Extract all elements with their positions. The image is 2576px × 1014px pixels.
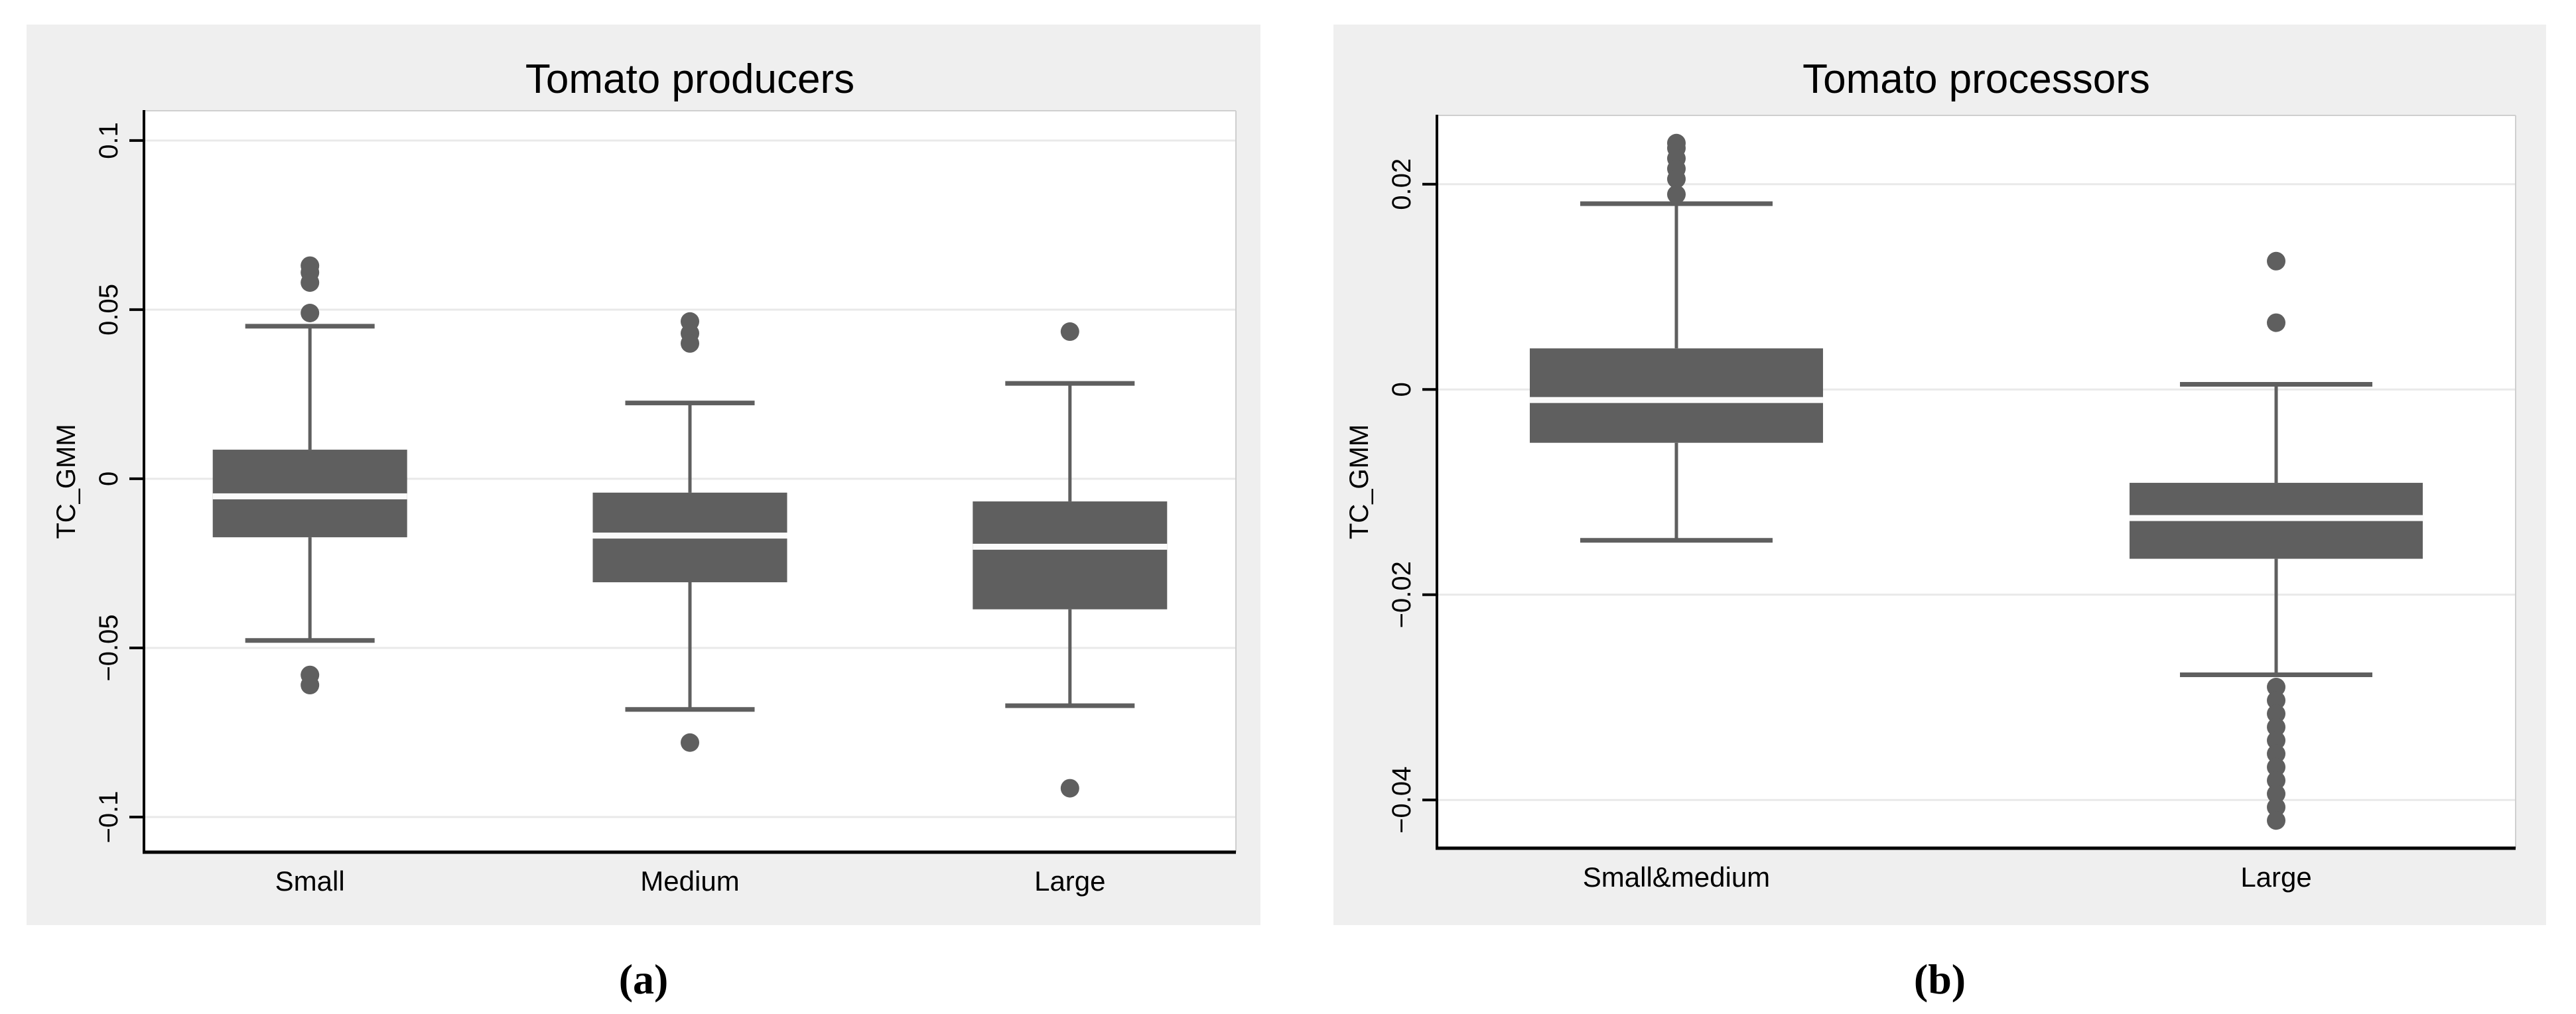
boxplot-producers: 0.1 0.05 0 −0.05 −0.1 TC_GMM Small Medium Large [52,110,1237,897]
y-tick-label: −0.04 [1387,767,1416,834]
category-label: Small&medium [1583,861,1770,893]
outlier-dot [1666,169,1686,188]
caption-b: (b) [1913,956,1966,1003]
boxplot-processors: 0.02 0 −0.02 −0.04 TC_GMM Small&medium Large [1345,115,2516,893]
outlier-dot [2267,784,2286,803]
y-tick-label: 0 [1387,382,1416,397]
median-line [2130,515,2423,521]
panel-tomato-producers: Tomato producers 0.1 0.05 0 −0.05 −0.1 TC_GMM… [27,25,1260,925]
y-tick-label: 0.02 [1387,158,1416,210]
y-tick-label: −0.02 [1387,561,1416,628]
y-tick-label: 0.05 [94,284,123,336]
outlier-dot [681,733,699,752]
caption-a: (a) [618,956,669,1003]
outlier-dot [2267,731,2286,750]
outlier-dot [2267,744,2286,763]
y-axis-label: TC_GMM [52,424,81,539]
outlier-dot [2267,811,2286,830]
chart-title-producers: Tomato producers [525,56,855,102]
y-tick-label: 0 [94,472,123,486]
category-label: Medium [640,865,739,897]
plot-area [1437,115,2516,848]
outlier-dot [1060,779,1079,798]
box-iqr [973,501,1168,609]
outlier-dot [1666,185,1686,204]
chart-title-processors: Tomato processors [1802,56,2150,102]
y-tick-label: −0.1 [94,791,123,843]
outlier-dot [681,334,699,353]
outlier-dot [301,304,320,323]
y-tick-label: −0.05 [94,614,123,681]
outlier-dot [2267,798,2286,817]
outlier-dot [2267,718,2286,737]
outlier-dot [2267,313,2286,332]
outlier-dot [301,676,320,695]
outlier-dot [2267,251,2286,271]
panel-tomato-processors: Tomato processors 0.02 0 −0.02 −0.04 TC_GMM S… [1333,25,2546,925]
outlier-dot [301,273,320,292]
outlier-dot [1060,322,1079,342]
y-tick-label: 0.1 [94,122,123,159]
median-line [212,493,407,499]
y-axis-label: TC_GMM [1345,424,1374,539]
box-iqr [1529,348,1823,443]
category-label: Small [275,865,345,897]
outlier-dot [2267,771,2286,790]
outlier-dot [2267,704,2286,724]
median-line [1529,397,1823,403]
category-label: Large [1034,865,1105,897]
outlier-dot [2267,678,2286,697]
category-label: Large [2240,861,2311,893]
outlier-dot [2267,691,2286,710]
median-line [973,543,1168,550]
outlier-dot [2267,757,2286,777]
median-line [592,533,787,539]
